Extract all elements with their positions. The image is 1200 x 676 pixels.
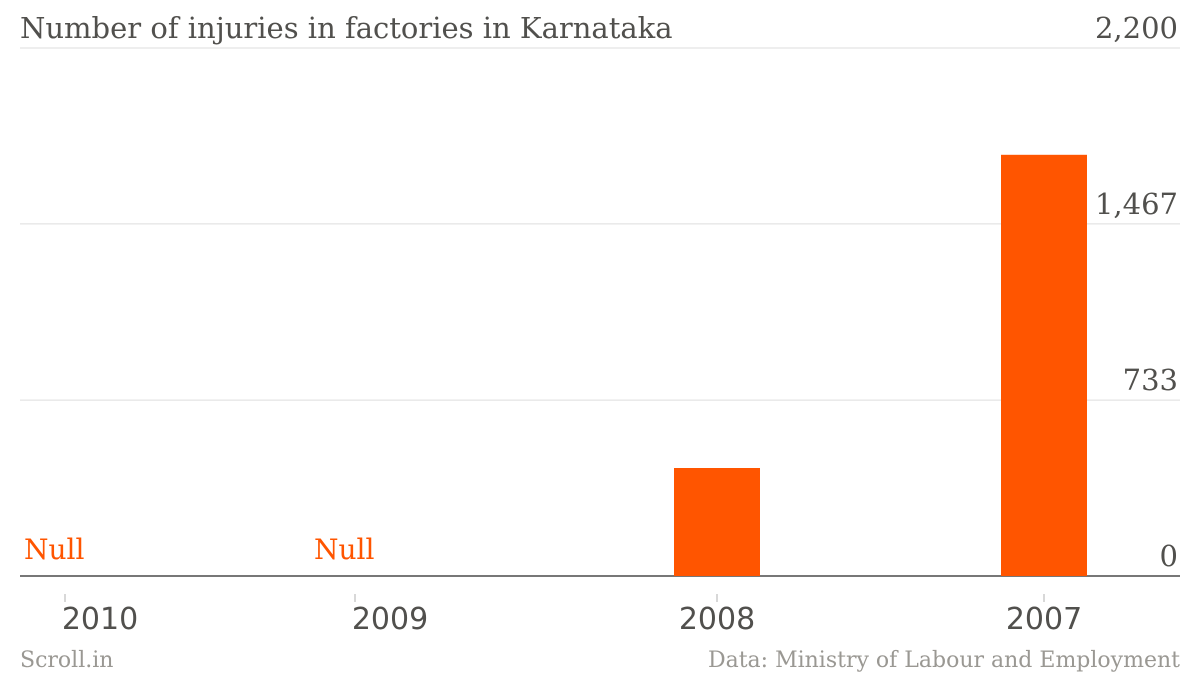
x-tick-label: 2008 bbox=[679, 602, 755, 637]
x-axis-ticks: 2010 2009 2008 2007 bbox=[62, 594, 1082, 637]
y-axis-ticks: 0 733 1,467 2,200 bbox=[1095, 11, 1178, 573]
y-tick-label: 2,200 bbox=[1095, 11, 1178, 45]
gridlines bbox=[20, 47, 1180, 577]
y-tick-label: 0 bbox=[1160, 539, 1178, 573]
brand-label: Scroll.in bbox=[20, 648, 113, 673]
x-tick-label: 2009 bbox=[352, 602, 428, 637]
bar-2007 bbox=[1001, 154, 1087, 577]
bars: Null Null bbox=[24, 154, 1087, 577]
x-tick-label: 2010 bbox=[62, 602, 138, 637]
source-note: Data: Ministry of Labour and Employment bbox=[708, 648, 1180, 673]
chart-title: Number of injuries in factories in Karna… bbox=[20, 11, 673, 45]
null-value-label: Null bbox=[24, 533, 84, 566]
y-tick-label: 733 bbox=[1123, 363, 1178, 397]
x-tick-label: 2007 bbox=[1006, 602, 1082, 637]
null-value-label: Null bbox=[314, 533, 374, 566]
bar-2008 bbox=[674, 468, 760, 576]
y-tick-label: 1,467 bbox=[1095, 187, 1178, 221]
